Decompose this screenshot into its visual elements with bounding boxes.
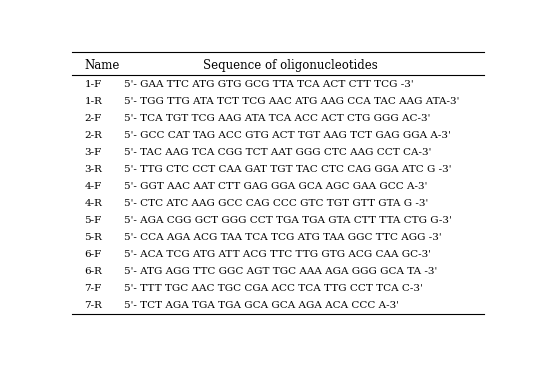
Text: 3-F: 3-F xyxy=(85,148,102,157)
Text: 5-R: 5-R xyxy=(85,233,102,242)
Text: 5'- TGG TTG ATA TCT TCG AAC ATG AAG CCA TAC AAG ATA-3': 5'- TGG TTG ATA TCT TCG AAC ATG AAG CCA … xyxy=(125,97,460,106)
Text: 5'- CCA AGA ACG TAA TCA TCG ATG TAA GGC TTC AGG -3': 5'- CCA AGA ACG TAA TCA TCG ATG TAA GGC … xyxy=(125,233,442,242)
Text: 5'- GAA TTC ATG GTG GCG TTA TCA ACT CTT TCG -3': 5'- GAA TTC ATG GTG GCG TTA TCA ACT CTT … xyxy=(125,80,414,89)
Text: 5'- GCC CAT TAG ACC GTG ACT TGT AAG TCT GAG GGA A-3': 5'- GCC CAT TAG ACC GTG ACT TGT AAG TCT … xyxy=(125,131,451,140)
Text: 5'- ACA TCG ATG ATT ACG TTC TTG GTG ACG CAA GC-3': 5'- ACA TCG ATG ATT ACG TTC TTG GTG ACG … xyxy=(125,250,431,259)
Text: 6-F: 6-F xyxy=(85,250,102,259)
Text: Sequence of oligonucleotides: Sequence of oligonucleotides xyxy=(203,59,378,71)
Text: 4-R: 4-R xyxy=(85,199,102,208)
Text: 6-R: 6-R xyxy=(85,267,102,276)
Text: 1-R: 1-R xyxy=(85,97,102,106)
Text: 2-R: 2-R xyxy=(85,131,102,140)
Text: 7-R: 7-R xyxy=(85,301,102,310)
Text: 3-R: 3-R xyxy=(85,165,102,174)
Text: Name: Name xyxy=(85,59,120,71)
Text: 5-F: 5-F xyxy=(85,216,102,225)
Text: 5'- GGT AAC AAT CTT GAG GGA GCA AGC GAA GCC A-3': 5'- GGT AAC AAT CTT GAG GGA GCA AGC GAA … xyxy=(125,182,428,191)
Text: 5'- TCT AGA TGA TGA GCA GCA AGA ACA CCC A-3': 5'- TCT AGA TGA TGA GCA GCA AGA ACA CCC … xyxy=(125,301,399,310)
Text: 7-F: 7-F xyxy=(85,284,102,293)
Text: 4-F: 4-F xyxy=(85,182,102,191)
Text: 2-F: 2-F xyxy=(85,114,102,123)
Text: 5'- TCA TGT TCG AAG ATA TCA ACC ACT CTG GGG AC-3': 5'- TCA TGT TCG AAG ATA TCA ACC ACT CTG … xyxy=(125,114,431,123)
Text: 5'- TAC AAG TCA CGG TCT AAT GGG CTC AAG CCT CA-3': 5'- TAC AAG TCA CGG TCT AAT GGG CTC AAG … xyxy=(125,148,432,157)
Text: 5'- ATG AGG TTC GGC AGT TGC AAA AGA GGG GCA TA -3': 5'- ATG AGG TTC GGC AGT TGC AAA AGA GGG … xyxy=(125,267,438,276)
Text: 5'- CTC ATC AAG GCC CAG CCC GTC TGT GTT GTA G -3': 5'- CTC ATC AAG GCC CAG CCC GTC TGT GTT … xyxy=(125,199,429,208)
Text: 1-F: 1-F xyxy=(85,80,102,89)
Text: 5'- AGA CGG GCT GGG CCT TGA TGA GTA CTT TTA CTG G-3': 5'- AGA CGG GCT GGG CCT TGA TGA GTA CTT … xyxy=(125,216,452,225)
Text: 5'- TTG CTC CCT CAA GAT TGT TAC CTC CAG GGA ATC G -3': 5'- TTG CTC CCT CAA GAT TGT TAC CTC CAG … xyxy=(125,165,452,174)
Text: 5'- TTT TGC AAC TGC CGA ACC TCA TTG CCT TCA C-3': 5'- TTT TGC AAC TGC CGA ACC TCA TTG CCT … xyxy=(125,284,423,293)
